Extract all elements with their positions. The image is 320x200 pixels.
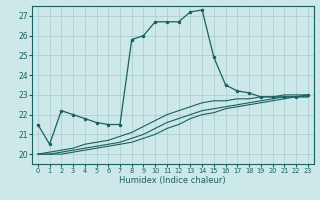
X-axis label: Humidex (Indice chaleur): Humidex (Indice chaleur) [119,176,226,185]
